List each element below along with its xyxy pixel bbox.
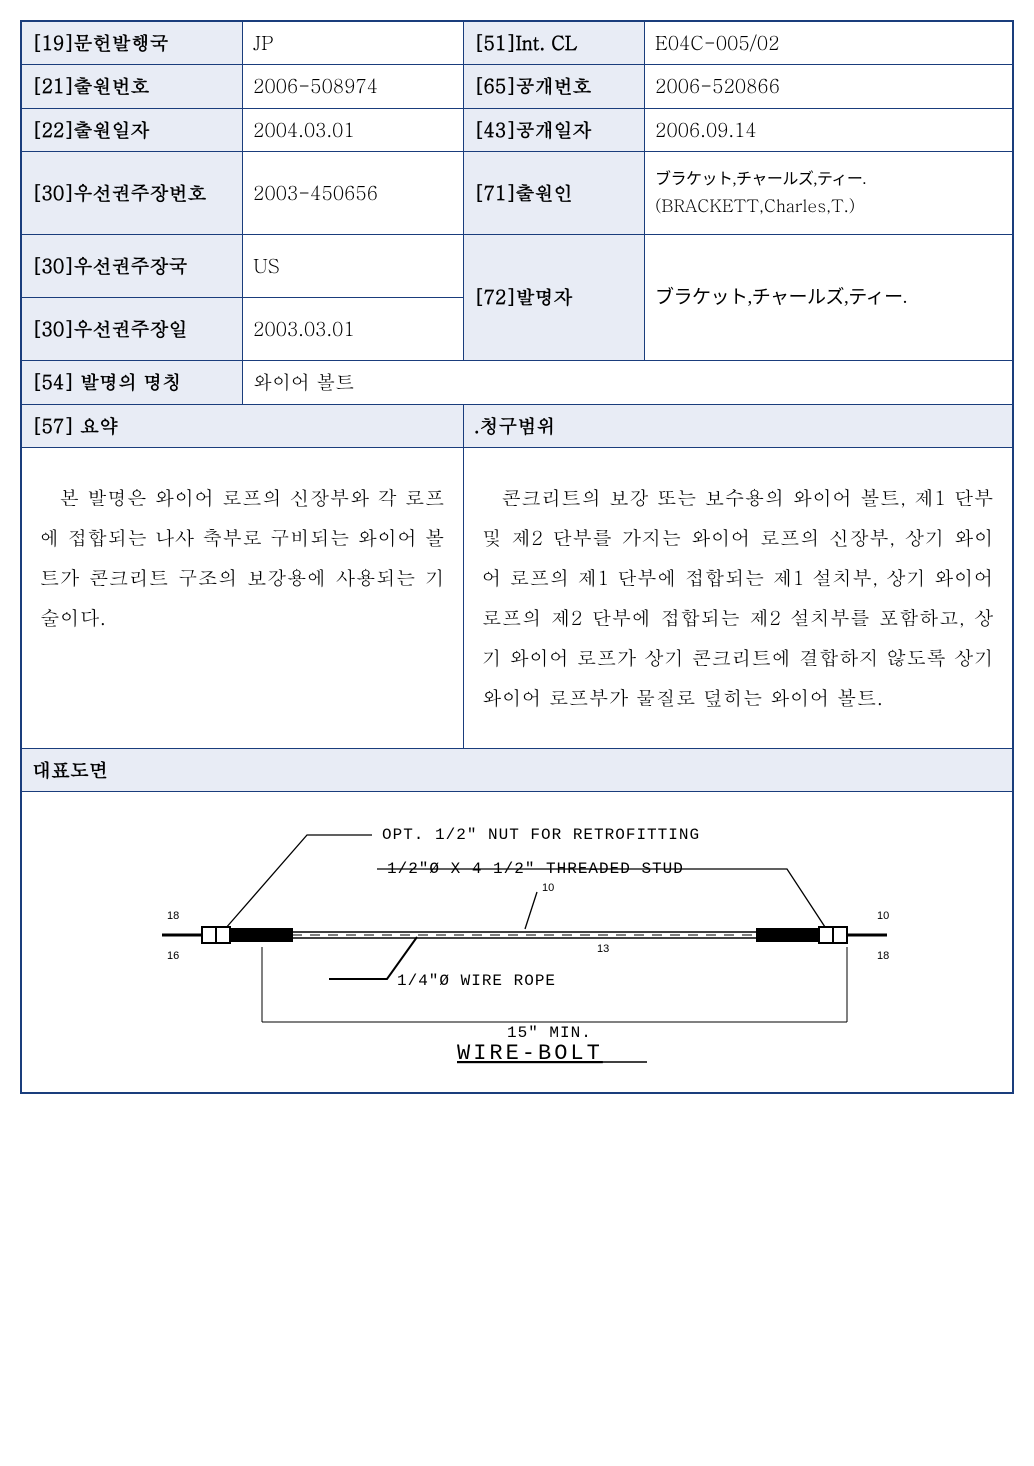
value-30-num: 2003-450656: [243, 152, 464, 235]
row-drawing-header: 대표도면: [21, 748, 1013, 791]
value-51: E04C-005/02: [645, 21, 1014, 65]
ref-10-mid: 10: [542, 882, 554, 894]
drawing-text-stud: 1/2"Ø X 4 1/2" THREADED STUD: [387, 860, 684, 878]
label-43: [43]공개일자: [464, 108, 645, 151]
ref-10-right: 10: [877, 910, 889, 922]
summary-text: 본 발명은 와이어 로프의 신장부와 각 로프에 접합되는 나사 축부로 구비되…: [21, 447, 464, 748]
label-57: [57] 요약: [21, 404, 464, 447]
ref-13: 13: [597, 943, 609, 955]
label-30-num: [30]우선권주장번호: [21, 152, 243, 235]
label-30-date: [30]우선권주장일: [21, 298, 243, 361]
label-claims: .청구범위: [464, 404, 1014, 447]
label-19: [19]문헌발행국: [21, 21, 243, 65]
drawing-cell: 18 16 10 13 10 18 OPT. 1/2" NUT FOR RETR…: [21, 792, 1013, 1094]
value-54: 와이어 볼트: [243, 361, 1014, 404]
row-22-43: [22]출원일자 2004.03.01 [43]공개일자 2006.09.14: [21, 108, 1013, 151]
row-30-priority-country: [30]우선권주장국 US [72]발명자 ブラケット,チャールズ,ティー.: [21, 235, 1013, 298]
value-22: 2004.03.01: [243, 108, 464, 151]
value-43: 2006.09.14: [645, 108, 1014, 151]
ref-16: 16: [167, 950, 179, 962]
value-71-jp: ブラケット,チャールズ,ティー.: [655, 167, 1002, 193]
summary-right-text: 콘크리트의 보강 또는 보수용의 와이어 볼트, 제1 단부 및 제2 단부를 …: [482, 478, 994, 718]
row-19-51: [19]문헌발행국 JP [51]Int. CL E04C-005/02: [21, 21, 1013, 65]
value-65: 2006-520866: [645, 65, 1014, 108]
row-30-priority-num-71: [30]우선권주장번호 2003-450656 [71]출원인 ブラケット,チャ…: [21, 152, 1013, 235]
value-30-date: 2003.03.01: [243, 298, 464, 361]
row-57-headers: [57] 요약 .청구범위: [21, 404, 1013, 447]
wire-bolt-diagram: 18 16 10 13 10 18 OPT. 1/2" NUT FOR RETR…: [107, 807, 927, 1067]
value-71: ブラケット,チャールズ,ティー. (BRACKETT,Charles,T.): [645, 152, 1014, 235]
summary-left-text: 본 발명은 와이어 로프의 신장부와 각 로프에 접합되는 나사 축부로 구비되…: [40, 478, 445, 638]
row-summary-body: 본 발명은 와이어 로프의 신장부와 각 로프에 접합되는 나사 축부로 구비되…: [21, 447, 1013, 748]
label-71: [71]출원인: [464, 152, 645, 235]
claims-text: 콘크리트의 보강 또는 보수용의 와이어 볼트, 제1 단부 및 제2 단부를 …: [464, 447, 1014, 748]
value-72: ブラケット,チャールズ,ティー.: [645, 235, 1014, 361]
drawing-text-rope: 1/4"Ø WIRE ROPE: [397, 972, 556, 990]
label-54: [54] 발명의 명칭: [21, 361, 243, 404]
value-71-en: (BRACKETT,Charles,T.): [655, 192, 1002, 219]
label-30-country: [30]우선권주장국: [21, 235, 243, 298]
ref-18-left: 18: [167, 910, 179, 922]
row-54: [54] 발명의 명칭 와이어 볼트: [21, 361, 1013, 404]
value-19: JP: [243, 21, 464, 65]
label-21: [21]출원번호: [21, 65, 243, 108]
drawing-container: 18 16 10 13 10 18 OPT. 1/2" NUT FOR RETR…: [52, 807, 982, 1067]
row-21-65: [21]출원번호 2006-508974 [65]공개번호 2006-52086…: [21, 65, 1013, 108]
ref-18-right: 18: [877, 950, 889, 962]
label-65: [65]공개번호: [464, 65, 645, 108]
drawing-text-nut: OPT. 1/2" NUT FOR RETROFITTING: [382, 826, 700, 844]
value-21: 2006-508974: [243, 65, 464, 108]
label-72: [72]발명자: [464, 235, 645, 361]
drawing-header: 대표도면: [21, 748, 1013, 791]
drawing-text-min: 15" MIN.: [507, 1024, 592, 1042]
patent-table: [19]문헌발행국 JP [51]Int. CL E04C-005/02 [21…: [20, 20, 1014, 1094]
row-drawing: 18 16 10 13 10 18 OPT. 1/2" NUT FOR RETR…: [21, 792, 1013, 1094]
value-30-country: US: [243, 235, 464, 298]
label-51: [51]Int. CL: [464, 21, 645, 65]
label-22: [22]출원일자: [21, 108, 243, 151]
